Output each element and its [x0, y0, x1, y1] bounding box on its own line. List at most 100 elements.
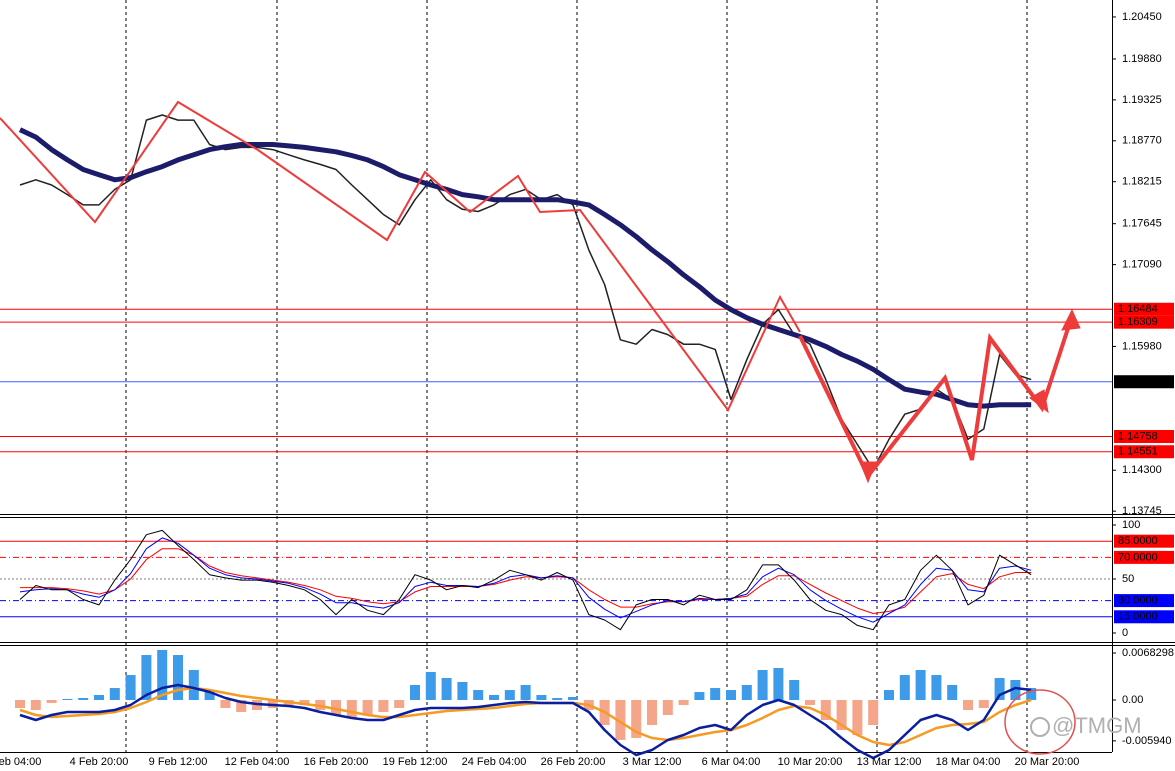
y-tick-label: 100 — [1122, 519, 1140, 531]
zigzag — [0, 100, 801, 412]
level-label: 1.16484 — [1118, 303, 1158, 315]
y-tick-label: 0.0068298 — [1122, 647, 1174, 659]
histogram-bar — [188, 670, 199, 701]
histogram-bar — [868, 700, 879, 725]
histogram-bar — [78, 698, 89, 701]
histogram-bar — [236, 700, 247, 712]
histogram-bar — [157, 649, 168, 701]
x-tick-label: 19 Feb 12:00 — [383, 756, 448, 768]
series-line — [20, 548, 1032, 614]
watermark: @TMGM — [1052, 713, 1142, 738]
histogram-bar — [141, 655, 152, 701]
histogram-bar — [441, 677, 452, 701]
histogram-bar — [1010, 679, 1021, 701]
arrow-head — [1061, 308, 1081, 331]
level-label-box — [1114, 315, 1174, 329]
arrow-head — [859, 461, 877, 484]
x-tick-label: 20 Mar 20:00 — [1015, 756, 1080, 768]
y-tick-label: 1.17090 — [1122, 259, 1162, 271]
y-tick-label: -0.005940 — [1122, 735, 1172, 747]
y-tick-label: 50 — [1122, 573, 1134, 585]
series-line — [19, 114, 1032, 471]
x-tick-label: 13 Mar 12:00 — [857, 756, 922, 768]
y-tick-label: 0.00 — [1122, 694, 1143, 706]
series-line — [19, 686, 1032, 747]
histogram-bar — [30, 700, 41, 710]
histogram-bar — [820, 700, 831, 721]
histogram-bar — [299, 700, 310, 706]
level-label-box — [1114, 594, 1174, 608]
x-tick-label: eb 04:00 — [0, 756, 41, 768]
level-label: 70.0000 — [1118, 551, 1158, 563]
y-tick-label: 1.17645 — [1122, 218, 1162, 230]
histogram-bar — [631, 700, 642, 738]
histogram-bar — [947, 685, 958, 701]
y-tick-label: 1.19325 — [1122, 94, 1162, 106]
histogram-bar — [220, 700, 231, 708]
histogram-bar — [173, 655, 183, 701]
histogram-bar — [489, 694, 499, 701]
histogram-bar — [125, 675, 136, 701]
level-label: 1.16309 — [1118, 316, 1158, 328]
highlight-circle — [1004, 689, 1076, 755]
histogram-bar — [963, 700, 973, 710]
histogram-bar — [15, 700, 25, 708]
x-tick-label: 24 Feb 04:00 — [462, 756, 527, 768]
y-tick-label: 1.18770 — [1122, 135, 1162, 147]
histogram-bar — [536, 694, 547, 701]
watermark-icon — [1030, 717, 1050, 737]
level-label-box — [1114, 534, 1174, 548]
annotations — [0, 100, 1081, 755]
histogram-bar — [504, 690, 515, 701]
level-label-box — [1114, 610, 1174, 624]
x-tick-label: 9 Feb 12:00 — [149, 756, 208, 768]
histogram-bar — [773, 668, 784, 701]
series-line — [19, 529, 1032, 631]
histogram-bar — [915, 670, 926, 701]
histogram-bar — [473, 690, 484, 701]
x-tick-label: 16 Feb 20:00 — [304, 756, 369, 768]
histogram-bar — [346, 700, 357, 719]
histogram-bar — [410, 685, 420, 701]
histogram-bar — [1026, 688, 1037, 701]
histogram-bar — [394, 700, 405, 708]
histogram-bar — [662, 700, 673, 716]
x-tick-label: 3 Mar 12:00 — [623, 756, 682, 768]
level-label: 1.14551 — [1118, 446, 1158, 458]
histogram-bar — [568, 696, 578, 701]
y-tick-label: 1.18215 — [1122, 176, 1162, 188]
histogram-bar — [331, 700, 341, 716]
histogram-bar — [710, 688, 721, 701]
histogram-bar — [62, 698, 73, 701]
y-tick-label: 1.13745 — [1122, 505, 1162, 517]
histogram-bar — [994, 677, 1005, 701]
x-tick-label: 6 Mar 04:00 — [702, 756, 761, 768]
level-label: 1.15501 — [1118, 376, 1158, 388]
histogram-bar — [899, 675, 910, 701]
histogram-bar — [94, 694, 104, 701]
series-line — [19, 537, 1032, 623]
x-tick-label: 18 Mar 04:00 — [936, 756, 1001, 768]
y-tick-label: 1.20450 — [1122, 11, 1162, 23]
level-label: 85.0000 — [1118, 535, 1158, 547]
series-line — [19, 683, 1032, 760]
histogram-bar — [726, 690, 736, 701]
histogram-bar — [757, 670, 768, 701]
histogram-bar — [362, 700, 373, 716]
level-label: 1.14758 — [1118, 430, 1158, 442]
y-tick-label: 0 — [1122, 627, 1128, 639]
histogram-bar — [836, 700, 847, 730]
level-label: 30.0000 — [1118, 594, 1158, 606]
level-label-box — [1114, 550, 1174, 564]
histogram-bar — [552, 698, 563, 701]
arrow-head — [1029, 389, 1049, 414]
separators — [125, 0, 1028, 752]
level-label-box — [1114, 429, 1174, 443]
y-tick-label: 1.14300 — [1122, 464, 1162, 476]
level-label-box — [1114, 302, 1174, 316]
x-tick-label: 10 Mar 20:00 — [778, 756, 843, 768]
series-line — [18, 127, 1032, 409]
histogram-bar — [204, 690, 215, 701]
x-tick-label: 26 Feb 20:00 — [541, 756, 606, 768]
